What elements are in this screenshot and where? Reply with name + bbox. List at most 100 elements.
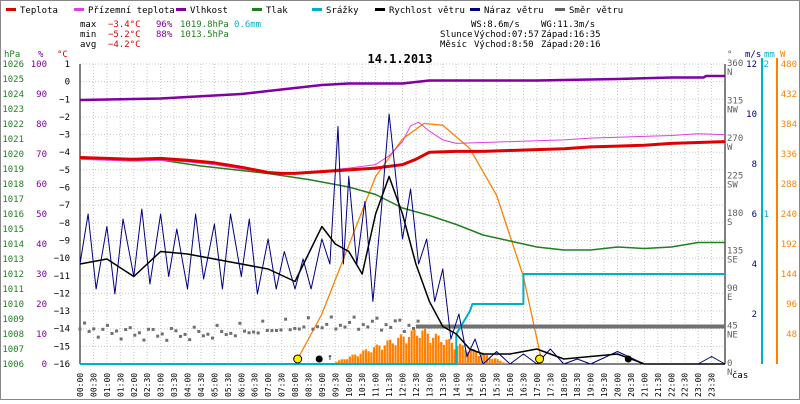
stats-avg-label: avg [80, 40, 96, 50]
stats-max-temp: −3.4°C [108, 20, 141, 30]
direction-point [252, 331, 255, 334]
humidity-tick: 50 [36, 210, 47, 220]
direction-point [385, 323, 388, 326]
temp-tick: −3 [59, 131, 70, 141]
wind-tick: 10 [746, 110, 757, 120]
temp-tick: −8 [59, 219, 70, 229]
unit-w: W [780, 50, 786, 60]
solar-bar [349, 356, 351, 364]
solar-bar [365, 349, 367, 364]
humidity-tick: 80 [36, 120, 47, 130]
direction-point [88, 330, 91, 333]
pressure-tick: 1016 [2, 210, 24, 220]
temp-tick: −1 [59, 95, 70, 105]
wind-speed-info: WS:8.6m/s [471, 20, 520, 30]
direction-point [380, 329, 383, 332]
x-tick-label: 08:30 [304, 373, 313, 397]
direction-point [412, 327, 415, 330]
solar-tick: 144 [781, 270, 797, 280]
solar-bar [413, 330, 415, 364]
unit-mm: mm [764, 50, 775, 60]
x-tick-label: 10:30 [358, 373, 367, 397]
direction-point [156, 335, 159, 338]
pressure-tick: 1022 [2, 120, 24, 130]
pressure-tick: 1021 [2, 135, 24, 145]
solar-bar [459, 344, 461, 364]
solar-bar [370, 352, 372, 364]
direction-point [289, 328, 292, 331]
solar-bar [419, 338, 421, 364]
direction-point [407, 324, 410, 327]
direction-point [389, 326, 392, 329]
direction-point [275, 329, 278, 332]
direction-point [238, 322, 241, 325]
direction-tick-dir: NW [727, 106, 738, 116]
pressure-tick: 1014 [2, 240, 24, 250]
solar-tick: 384 [781, 120, 797, 130]
direction-point [257, 331, 260, 334]
x-tick-label: 18:30 [573, 373, 582, 397]
humidity-tick: 30 [36, 270, 47, 280]
direction-point [330, 315, 333, 318]
x-tick-label: 23:00 [694, 373, 703, 397]
temp-tick: −13 [54, 307, 70, 317]
stats-max-label: max [80, 20, 97, 30]
temp-tick: −12 [54, 289, 70, 299]
x-tick-label: 08:00 [291, 373, 300, 397]
temp-tick: −16 [54, 360, 70, 370]
x-tick-label: 02:30 [143, 373, 152, 397]
direction-point [394, 319, 397, 322]
x-tick-label: 13:00 [425, 373, 434, 397]
direction-point [101, 328, 104, 331]
solar-bar [429, 343, 431, 364]
solar-bar [432, 338, 434, 364]
pressure-tick: 1009 [2, 315, 24, 325]
direction-point [325, 323, 328, 326]
pressure-tick: 1008 [2, 330, 24, 340]
solar-bar [437, 335, 439, 364]
sun-marker-1 [536, 355, 544, 363]
x-tick-label: 01:30 [116, 373, 125, 397]
legend-label-0: Teplota [20, 6, 58, 16]
solar-bar [502, 362, 504, 364]
legend-swatch-1 [74, 8, 84, 11]
x-tick-label: 00:00 [76, 373, 85, 397]
stats-min-press: 1013.5hPa [180, 30, 229, 40]
solar-bar [376, 345, 378, 364]
solar-bar [499, 361, 501, 364]
direction-point [115, 329, 118, 332]
moon-set: Západ:20:16 [541, 40, 601, 50]
direction-point [280, 328, 283, 331]
legend-swatch-2 [176, 8, 186, 11]
solar-bar [443, 345, 445, 364]
solar-bar [491, 359, 493, 364]
temp-tick: 1 [65, 60, 70, 70]
direction-point [234, 334, 237, 337]
stats-max-hum: 96% [156, 20, 173, 30]
temp-tick: −7 [59, 201, 70, 211]
x-tick-label: 04:00 [184, 373, 193, 397]
solar-bar [351, 355, 353, 364]
stats-min-hum: 88% [156, 30, 173, 40]
x-tick-label: 15:00 [479, 373, 488, 397]
direction-point [83, 322, 86, 325]
solar-tick: 48 [786, 330, 797, 340]
x-tick-label: 19:30 [600, 373, 609, 397]
legend-label-5: Rychlost větru [389, 6, 465, 16]
moon-arrow-icon: ↑ [327, 353, 332, 363]
direction-point [293, 327, 296, 330]
legend-label-7: Směr větru [569, 6, 623, 16]
solar-bar [373, 347, 375, 364]
x-tick-label: 03:00 [157, 373, 166, 397]
wind-tick: 8 [752, 160, 757, 170]
temp-tick: −5 [59, 166, 70, 176]
humidity-tick: 100 [31, 60, 47, 70]
solar-bar [435, 334, 437, 364]
x-tick-label: 20:00 [614, 373, 623, 397]
pressure-tick: 1023 [2, 105, 24, 115]
solar-bar [368, 351, 370, 364]
temp-tick: −2 [59, 113, 70, 123]
x-tick-label: 06:00 [237, 373, 246, 397]
unit-ms: m/s [745, 50, 761, 60]
